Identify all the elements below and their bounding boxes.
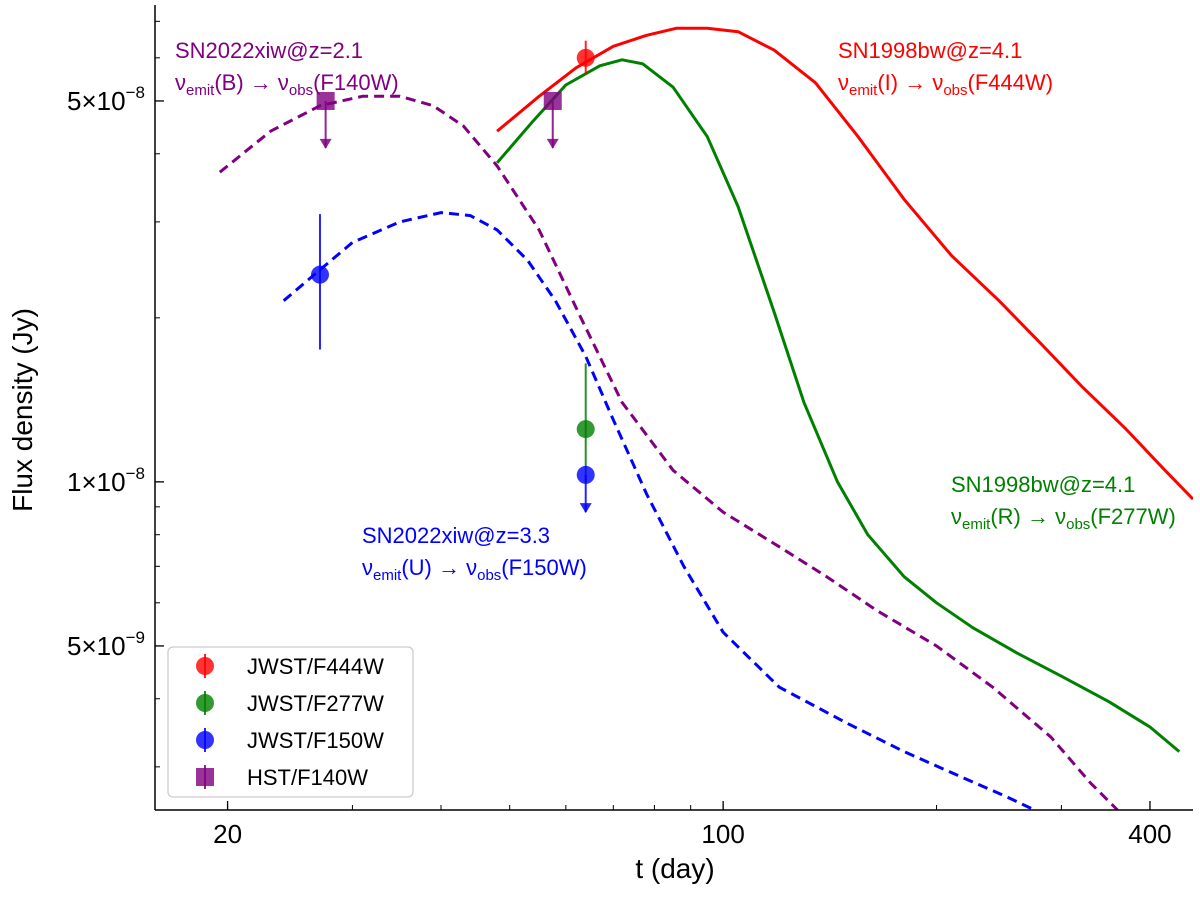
annotation-bands-1: νemit(B) → νobs(F140W) [175,70,399,99]
data-point-3 [576,465,595,484]
series-line-3 [218,94,1119,810]
legend-marker-1 [196,657,214,675]
x-axis-label: t (day) [635,853,714,884]
data-point-5 [316,91,335,110]
model-curves [218,26,1193,810]
data-point-2 [576,420,595,439]
legend: JWST/F444W JWST/F277W JWST/F150W HST/F140W [167,646,414,798]
legend-box [167,646,414,798]
data-point-4 [310,265,329,284]
annotation-title-1: SN2022xiw@z=2.1 [175,38,363,63]
annotation-title-4: SN1998bw@z=4.1 [951,472,1135,497]
annotation-title-3: SN2022xiw@z=3.3 [362,523,550,548]
series-line-4 [282,211,1036,810]
data-point-6-upper-limit-arrow [546,138,559,149]
x-tick-label-1: 20 [213,819,242,849]
y-tick-label-1: 5×10−8 [67,83,145,116]
axes: 20 100 400 5×10−8 1×10−8 5×10−9 [67,5,1193,849]
legend-marker-4 [196,768,214,786]
legend-label-2: JWST/F277W [247,691,384,716]
legend-marker-3 [196,731,214,749]
annotation-bands-3: νemit(U) → νobs(F150W) [362,555,587,584]
data-points [310,40,595,514]
data-point-6 [543,91,562,110]
annotation-title-2: SN1998bw@z=4.1 [838,38,1022,63]
y-tick-label-3: 5×10−9 [67,628,145,661]
legend-label-1: JWST/F444W [247,654,384,679]
annotations: SN2022xiw@z=2.1 νemit(B) → νobs(F140W) SN1… [175,38,1176,584]
annotation-bands-4: νemit(R) → νobs(F277W) [951,504,1176,533]
y-axis-label: Flux density (Jy) [7,308,38,512]
data-point-1 [576,48,595,67]
legend-label-3: JWST/F150W [247,728,384,753]
legend-label-4: HST/F140W [247,765,368,790]
x-tick-label-3: 400 [1128,819,1171,849]
data-point-5-upper-limit-arrow [319,138,332,149]
series-line-1 [496,26,1193,501]
data-point-3-upper-limit-arrow [579,503,592,514]
y-tick-label-2: 1×10−8 [67,464,145,497]
legend-marker-2 [196,694,214,712]
x-tick-label-2: 100 [701,819,744,849]
series-line-2 [495,58,1181,753]
annotation-bands-2: νemit(I) → νobs(F444W) [838,70,1053,99]
